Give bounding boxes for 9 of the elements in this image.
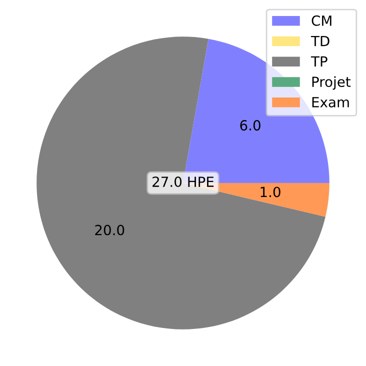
legend-label: TP	[310, 56, 328, 66]
data-label: 6.0	[240, 120, 260, 131]
text: 27.0 HPE	[152, 176, 214, 188]
data-label: 20.0	[95, 224, 124, 236]
legend-label: Exam	[312, 97, 349, 108]
legend-label: CM	[312, 15, 332, 26]
legend-label: TD	[310, 36, 330, 46]
legend-label: Projet	[312, 76, 351, 90]
data-label: 1.0	[260, 186, 280, 198]
